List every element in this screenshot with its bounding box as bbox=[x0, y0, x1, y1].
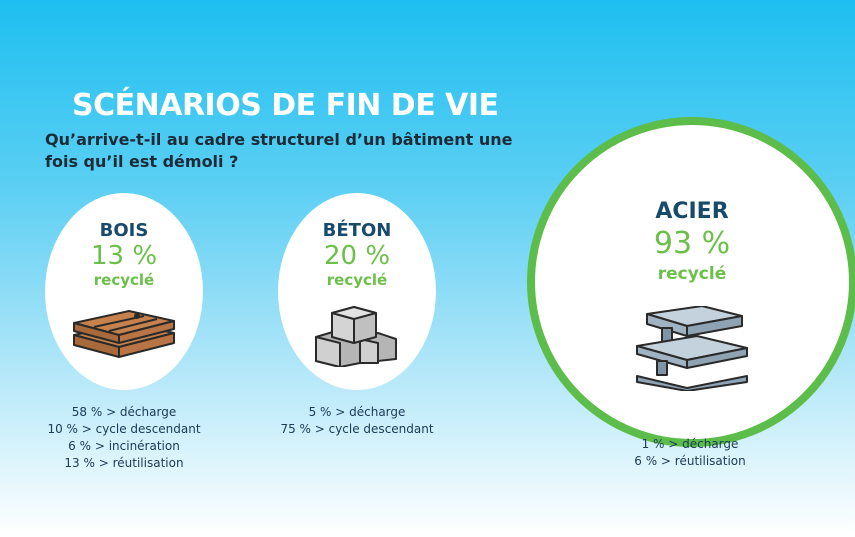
wood-planks-icon bbox=[73, 310, 175, 358]
breakdown-item: 5 % > décharge bbox=[308, 405, 406, 419]
breakdown-item: 58 % > décharge bbox=[71, 405, 177, 419]
breakdown-list-acier: 1 % > décharge 6 % > réutilisation bbox=[540, 436, 840, 470]
material-name: BOIS bbox=[99, 220, 149, 241]
concrete-blocks-icon bbox=[315, 306, 397, 367]
recycled-label: recyclé bbox=[93, 271, 155, 289]
breakdown-item: 6 % > incinération bbox=[68, 439, 180, 453]
breakdown-list-beton: 5 % > décharge 75 % > cycle descendant bbox=[277, 404, 437, 438]
material-card-bois: BOIS 13 % recyclé bbox=[45, 193, 203, 390]
material-name: BÉTON bbox=[322, 220, 392, 241]
recycled-label: recyclé bbox=[657, 264, 727, 284]
recycled-percent: 13 % bbox=[90, 241, 158, 271]
breakdown-item: 6 % > réutilisation bbox=[634, 454, 746, 468]
breakdown-list-bois: 58 % > décharge 10 % > cycle descendant … bbox=[44, 404, 204, 472]
recycled-percent: 93 % bbox=[653, 226, 731, 261]
breakdown-item: 75 % > cycle descendant bbox=[280, 422, 434, 436]
material-card-acier: ACIER 93 % recyclé bbox=[527, 117, 855, 447]
material-card-beton: BÉTON 20 % recyclé bbox=[278, 193, 436, 390]
page-title: SCÉNARIOS DE FIN DE VIE bbox=[72, 88, 499, 123]
material-name: ACIER bbox=[655, 199, 729, 224]
recycled-label: recyclé bbox=[326, 271, 388, 289]
recycled-percent: 20 % bbox=[323, 241, 391, 271]
breakdown-item: 1 % > décharge bbox=[641, 437, 739, 451]
breakdown-item: 10 % > cycle descendant bbox=[47, 422, 201, 436]
breakdown-item: 13 % > réutilisation bbox=[64, 456, 184, 470]
steel-beams-icon bbox=[636, 306, 748, 391]
page-subtitle: Qu’arrive-t-il au cadre structurel d’un … bbox=[45, 130, 513, 171]
